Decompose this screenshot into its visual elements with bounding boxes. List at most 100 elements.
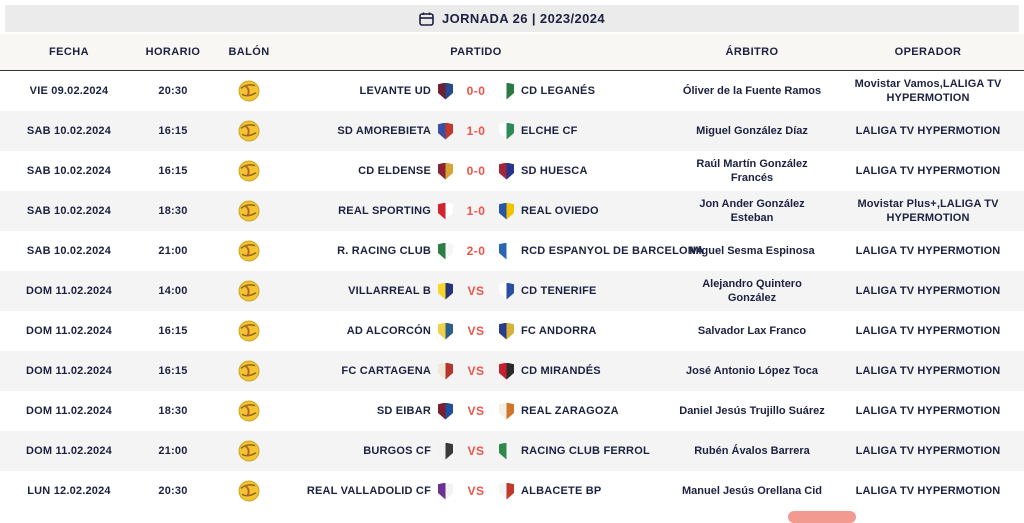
home-team-crest-icon [438, 282, 453, 300]
match-row[interactable]: SAB 10.02.2024 16:15 SD AMOREBIETA 1-0 E… [0, 111, 1024, 151]
referee-name: Raúl Martín González Francés [696, 157, 808, 184]
match-date: DOM 11.02.2024 [26, 405, 112, 417]
away-team: SD HUESCA [499, 162, 667, 180]
referee-name: Miguel Sesma Espinosa [689, 244, 815, 257]
home-team: SD EIBAR [285, 402, 453, 420]
tv-operator: LALIGA TV HYPERMOTION [855, 244, 1001, 257]
home-team-name: BURGOS CF [363, 445, 431, 457]
calendar-icon [419, 12, 434, 26]
away-team-crest-icon [499, 282, 514, 300]
tv-operator: LALIGA TV HYPERMOTION [855, 164, 1001, 177]
away-team-crest-icon [499, 322, 514, 340]
away-team-crest-icon [499, 202, 514, 220]
column-header-balon: BALÓN [228, 46, 270, 58]
match-date: DOM 11.02.2024 [26, 285, 112, 297]
referee-name: Jon Ander González Esteban [699, 197, 805, 224]
away-team-name: RCD ESPANYOL DE BARCELONA [521, 245, 705, 257]
match-result: VS [467, 484, 485, 498]
match-row[interactable]: DOM 11.02.2024 16:15 AD ALCORCÓN VS FC A… [0, 311, 1024, 351]
away-team: CD MIRANDÉS [499, 362, 667, 380]
ball-icon [238, 200, 260, 222]
jornada-page: JORNADA 26 | 2023/2024 FECHA HORARIO BAL… [0, 5, 1024, 523]
match-row[interactable]: DOM 11.02.2024 16:15 FC CARTAGENA VS CD … [0, 351, 1024, 391]
ball-icon [238, 160, 260, 182]
tv-operator: LALIGA TV HYPERMOTION [855, 284, 1001, 297]
jornada-title: JORNADA 26 | 2023/2024 [442, 11, 605, 26]
match-time: 20:30 [158, 485, 188, 497]
home-team-name: LEVANTE UD [359, 85, 431, 97]
referee-name: Daniel Jesús Trujillo Suárez [679, 404, 825, 417]
match-row[interactable]: VIE 09.02.2024 20:30 LEVANTE UD 0-0 CD L… [0, 71, 1024, 111]
away-team-crest-icon [499, 242, 514, 260]
match-date: SAB 10.02.2024 [26, 125, 112, 137]
home-team-crest-icon [438, 82, 453, 100]
tv-operator: LALIGA TV HYPERMOTION [855, 484, 1001, 497]
match-result: VS [467, 364, 485, 378]
referee-name: Salvador Lax Franco [697, 324, 807, 337]
match-date: SAB 10.02.2024 [26, 205, 112, 217]
away-team: RCD ESPANYOL DE BARCELONA [499, 242, 704, 260]
tv-operator: LALIGA TV HYPERMOTION [855, 404, 1001, 417]
away-team-name: ELCHE CF [521, 125, 578, 137]
away-team: CD LEGANÉS [499, 82, 667, 100]
match-row[interactable]: DOM 11.02.2024 14:00 VILLARREAL B VS CD … [0, 271, 1024, 311]
match-time: 16:15 [158, 125, 188, 137]
referee-name: Óliver de la Fuente Ramos [682, 84, 822, 97]
jornada-header: JORNADA 26 | 2023/2024 [5, 5, 1019, 32]
away-team: ELCHE CF [499, 122, 667, 140]
home-team-name: SD EIBAR [376, 405, 431, 417]
match-row[interactable]: LUN 12.02.2024 20:30 REAL VALLADOLID CF … [0, 471, 1024, 511]
home-team: AD ALCORCÓN [285, 322, 453, 340]
home-team: REAL VALLADOLID CF [285, 482, 453, 500]
match-row[interactable]: SAB 10.02.2024 21:00 R. RACING CLUB 2-0 … [0, 231, 1024, 271]
match-date: DOM 11.02.2024 [26, 445, 112, 457]
match-date: VIE 09.02.2024 [29, 85, 109, 97]
away-team-name: FC ANDORRA [521, 325, 597, 337]
match-date: SAB 10.02.2024 [26, 245, 112, 257]
home-team: REAL SPORTING [285, 202, 453, 220]
tv-operator: LALIGA TV HYPERMOTION [855, 444, 1001, 457]
home-team: CD ELDENSE [285, 162, 453, 180]
home-team-crest-icon [438, 242, 453, 260]
home-team: BURGOS CF [285, 442, 453, 460]
tv-operator: Movistar Plus+,LALIGA TV HYPERMOTION [857, 197, 999, 224]
match-time: 20:30 [158, 85, 188, 97]
home-team-crest-icon [438, 122, 453, 140]
match-result: VS [467, 404, 485, 418]
tv-operator: LALIGA TV HYPERMOTION [855, 364, 1001, 377]
column-header-operador: OPERADOR [894, 46, 962, 58]
match-result: 2-0 [466, 244, 486, 258]
away-team: REAL OVIEDO [499, 202, 667, 220]
match-row[interactable]: DOM 11.02.2024 21:00 BURGOS CF VS RACING… [0, 431, 1024, 471]
column-header-arbitro: ÁRBITRO [725, 46, 779, 58]
away-team-name: SD HUESCA [521, 165, 588, 177]
match-result: VS [467, 324, 485, 338]
match-time: 18:30 [158, 205, 188, 217]
match-result: 1-0 [466, 124, 486, 138]
away-team-crest-icon [499, 442, 514, 460]
away-team-name: REAL ZARAGOZA [521, 405, 619, 417]
match-row[interactable]: SAB 10.02.2024 18:30 REAL SPORTING 1-0 R… [0, 191, 1024, 231]
away-team: RACING CLUB FERROL [499, 442, 667, 460]
match-row[interactable]: DOM 11.02.2024 18:30 SD EIBAR VS REAL ZA… [0, 391, 1024, 431]
home-team-name: CD ELDENSE [358, 165, 431, 177]
home-team-name: SD AMOREBIETA [337, 125, 431, 137]
match-list: VIE 09.02.2024 20:30 LEVANTE UD 0-0 CD L… [0, 71, 1024, 511]
ball-icon [238, 360, 260, 382]
home-team-crest-icon [438, 162, 453, 180]
match-row[interactable]: SAB 10.02.2024 16:15 CD ELDENSE 0-0 SD H… [0, 151, 1024, 191]
referee-name: Manuel Jesús Orellana Cid [682, 484, 822, 497]
home-team-crest-icon [438, 202, 453, 220]
away-team-crest-icon [499, 362, 514, 380]
away-team-name: REAL OVIEDO [521, 205, 599, 217]
tv-operator: LALIGA TV HYPERMOTION [855, 124, 1001, 137]
away-team-name: CD TENERIFE [521, 285, 597, 297]
match-time: 21:00 [158, 245, 188, 257]
ball-icon [238, 240, 260, 262]
away-team-name: ALBACETE BP [521, 485, 602, 497]
match-date: DOM 11.02.2024 [26, 365, 112, 377]
column-header-fecha: FECHA [49, 46, 89, 58]
table-header: FECHA HORARIO BALÓN PARTIDO ÁRBITRO OPER… [0, 34, 1024, 71]
home-team-crest-icon [438, 322, 453, 340]
match-date: LUN 12.02.2024 [27, 485, 111, 497]
